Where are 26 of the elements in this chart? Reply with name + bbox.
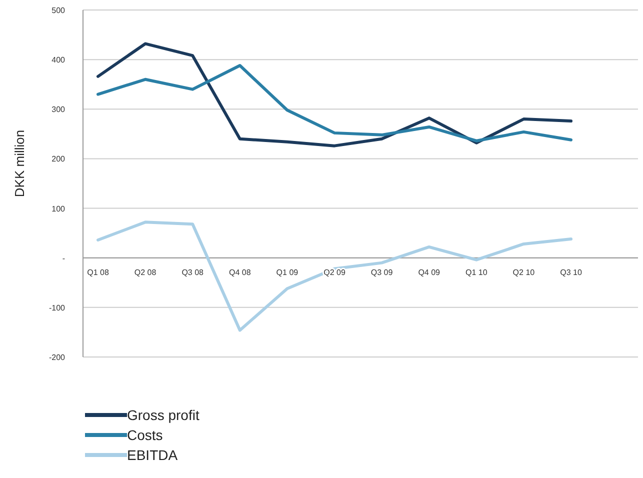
x-tick-label: Q2 10 [512, 268, 536, 277]
legend-label: Costs [127, 427, 163, 443]
y-axis-title: DKK million [12, 130, 27, 198]
line-series [96, 42, 572, 148]
legend-label: Gross profit [127, 407, 200, 423]
x-tick-label: Q2 08 [134, 268, 157, 277]
y-tick-label: -200 [48, 353, 66, 362]
y-tick-label: 400 [52, 56, 66, 65]
y-tick-label: - [62, 254, 66, 263]
y-tick-label: 100 [52, 204, 66, 214]
x-tick-label: Q1 09 [276, 268, 299, 277]
y-tick-label: 500 [52, 6, 66, 15]
x-tick-label: Q4 09 [418, 268, 441, 277]
x-tick-label: Q3 09 [370, 268, 394, 277]
y-tick-label: -100 [48, 303, 66, 312]
x-tick-label: Q1 10 [466, 268, 488, 277]
y-tick-label: 300 [52, 105, 66, 114]
y-tick-label: 200 [52, 154, 66, 164]
x-tick-label: Q4 08 [229, 268, 252, 277]
x-tick-label: Q2 09 [324, 268, 346, 277]
x-tick-label: Q3 08 [182, 268, 204, 277]
line-series [96, 220, 572, 332]
x-tick-label: Q3 10 [560, 268, 582, 277]
legend-label: EBITDA [127, 447, 178, 463]
line-series [96, 64, 572, 142]
x-tick-label: Q1 08 [87, 268, 110, 277]
